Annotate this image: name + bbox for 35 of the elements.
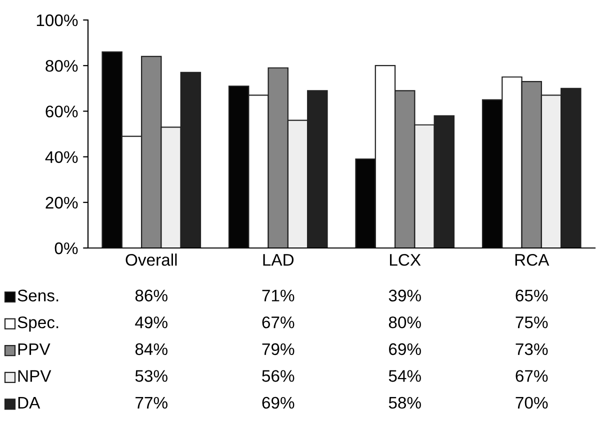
- y-tick-label: 80%: [46, 60, 78, 72]
- data-label: 80%: [388, 316, 421, 328]
- x-tick-label: LAD: [263, 254, 294, 266]
- data-label: 67%: [516, 370, 548, 382]
- y-tick-label: 100%: [36, 14, 78, 26]
- data-label: 71%: [262, 290, 294, 302]
- data-label: 54%: [388, 370, 421, 382]
- x-tick-label: Overall: [126, 254, 177, 266]
- data-label: 70%: [516, 396, 548, 409]
- y-tick-label: 60%: [46, 106, 78, 118]
- data-label: 79%: [262, 343, 294, 356]
- x-tick-label: LCX: [390, 254, 421, 266]
- data-label: 39%: [388, 290, 421, 302]
- y-tick-label: 40%: [45, 151, 78, 164]
- data-label: 49%: [135, 316, 168, 328]
- data-label: 77%: [136, 396, 168, 409]
- data-label: 69%: [389, 343, 421, 356]
- x-tick-label: RCA: [515, 254, 550, 266]
- y-tick-label: 20%: [46, 196, 78, 209]
- data-label: 65%: [516, 290, 548, 302]
- data-label: 56%: [262, 370, 294, 382]
- legend-label: PPV: [18, 343, 50, 355]
- legend-label: NPV: [18, 370, 52, 382]
- data-label: 53%: [135, 370, 168, 382]
- data-label: 75%: [516, 316, 548, 328]
- data-label: 67%: [262, 316, 294, 328]
- data-label: 73%: [516, 343, 548, 356]
- y-tick-label: 0%: [54, 242, 78, 254]
- legend-label: Sens.: [18, 290, 58, 302]
- data-label: 84%: [135, 343, 168, 356]
- data-label: 86%: [135, 290, 168, 302]
- legend-label: DA: [18, 397, 40, 409]
- data-label: 58%: [388, 396, 421, 409]
- legend-label: Spec.: [18, 316, 58, 332]
- data-label: 69%: [262, 396, 294, 409]
